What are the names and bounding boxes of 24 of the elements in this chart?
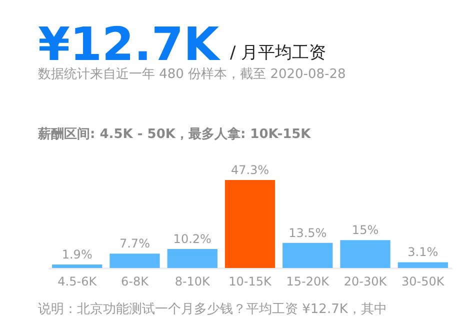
x-tick-label: 6-8K <box>121 274 150 288</box>
bar <box>167 249 218 268</box>
data-label: 47.3% <box>230 163 270 177</box>
data-label: 3.1% <box>408 245 438 260</box>
x-tick-label: 20-30K <box>344 274 388 288</box>
bar <box>340 240 390 268</box>
text: 说明：北京功能测试一个月多少钱？平均工资 ¥12.7K，其中 <box>38 302 387 317</box>
x-tick-label: 8-10K <box>174 274 212 288</box>
data-label: 15% <box>352 223 379 238</box>
x-tick-label: 10-15K <box>228 274 272 288</box>
text: 薪酬区间: 4.5K - 50K，最多人拿: 10K-15K <box>37 126 312 142</box>
bar <box>398 262 448 268</box>
x-tick-label: 30-50K <box>402 274 446 288</box>
chart-subtitle: / 月平均工资 <box>230 43 326 63</box>
data-label: 1.9% <box>62 247 92 262</box>
bar <box>52 264 102 268</box>
bar <box>110 254 160 268</box>
data-label: 7.7% <box>119 236 150 251</box>
bar <box>282 242 333 268</box>
bar <box>224 180 276 268</box>
data-label: 10.2% <box>173 232 212 246</box>
x-tick-label: 15-20K <box>286 274 330 288</box>
x-tick-label: 4.5-6K <box>58 274 98 288</box>
data-label: 13.5% <box>288 226 327 240</box>
